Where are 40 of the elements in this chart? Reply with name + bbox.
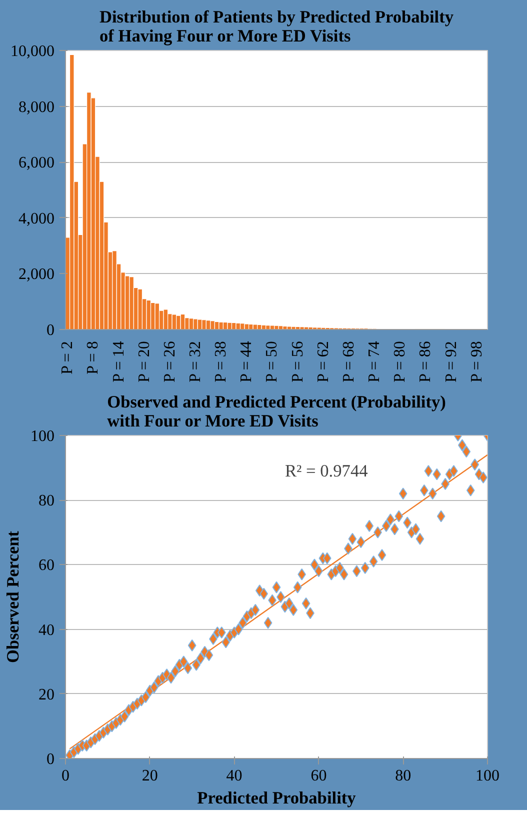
x-tick-label: 20 [142, 768, 158, 784]
x-tick-label: P = 80 [392, 341, 409, 382]
y-tick-label: 6,000 [18, 154, 54, 172]
y-axis-title: Observed Percent [4, 530, 22, 664]
x-tick-label: P = 92 [442, 341, 460, 382]
x-tick-label: P = 8 [84, 341, 102, 374]
y-tick-label: 100 [30, 428, 54, 445]
x-tick-label: P = 26 [161, 341, 178, 382]
x-tick-label: P = 44 [238, 341, 256, 382]
y-tick-label: 2,000 [18, 266, 54, 284]
y-tick-label: 80 [38, 492, 54, 510]
x-tick-label: P = 98 [468, 341, 486, 382]
y-tick-label: 4,000 [18, 210, 54, 228]
x-tick-label: 80 [395, 768, 412, 784]
x-tick-label: 100 [476, 768, 500, 784]
y-tick-label: 20 [38, 686, 54, 704]
chart-title: Distribution of Patients by Predicted Probabilty of Having Four or More ED Visits [99, 8, 454, 46]
x-tick-label: P = 20 [136, 341, 153, 382]
annotation: R² = 0.9744 [284, 462, 368, 481]
x-tick-label: P = 62 [314, 341, 332, 382]
x-tick-label: P = 56 [289, 341, 306, 382]
x-tick-label: P = 14 [110, 341, 128, 382]
x-tick-label: P = 68 [340, 341, 358, 382]
x-tick-label: 0 [62, 768, 70, 784]
y-tick-label: 40 [38, 622, 54, 639]
x-tick-label: P = 86 [417, 341, 434, 382]
x-tick-label: 60 [310, 768, 327, 784]
x-tick-label: P = 32 [187, 341, 204, 382]
x-tick-label: P = 50 [264, 341, 281, 382]
x-tick-label: P = 2 [59, 341, 76, 374]
y-tick-label: 0 [46, 322, 54, 339]
y-tick-label: 60 [38, 557, 54, 574]
x-tick-label: P = 38 [212, 341, 230, 382]
y-tick-label: 0 [46, 751, 54, 768]
y-tick-label: 10,000 [10, 43, 54, 60]
chart-title: Observed and Predicted Percent (Probability) with Four or More ED Visits [107, 392, 446, 430]
y-tick-label: 8,000 [18, 98, 54, 116]
x-tick-label: 40 [226, 768, 242, 784]
x-axis-title: Predicted Probability [197, 788, 356, 808]
x-tick-label: P = 74 [366, 341, 384, 382]
